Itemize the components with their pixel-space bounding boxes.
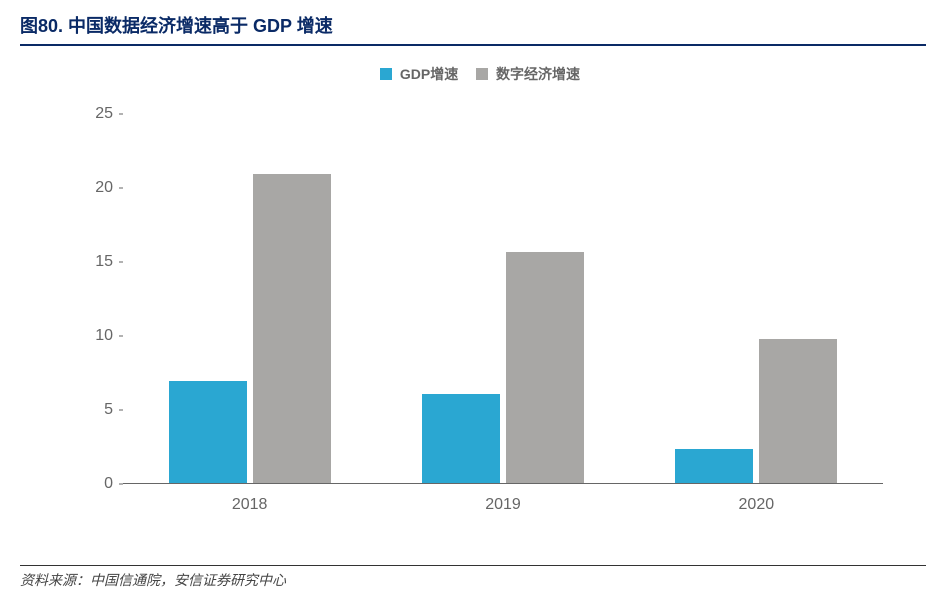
y-tick-label: 10	[43, 327, 113, 345]
y-tick-label: 5	[43, 401, 113, 419]
legend-label-digital: 数字经济增速	[496, 66, 580, 82]
legend-label-gdp: GDP增速	[400, 66, 458, 82]
y-tick-label: 0	[43, 475, 113, 493]
bar-gdp	[422, 394, 500, 483]
plot-area	[123, 114, 883, 484]
y-tick-mark	[119, 484, 123, 485]
y-tick-label: 15	[43, 253, 113, 271]
legend-swatch-gdp	[380, 68, 392, 80]
y-tick-label: 25	[43, 105, 113, 123]
legend-swatch-digital	[476, 68, 488, 80]
bar-digital	[759, 339, 837, 483]
bar-digital	[253, 174, 331, 483]
y-tick-mark	[119, 188, 123, 189]
y-tick-mark	[119, 410, 123, 411]
chart-area: 0 5 10 15 20 25 2018 2019 2020	[43, 104, 903, 524]
x-tick-label: 2018	[232, 496, 268, 514]
bar-digital	[506, 252, 584, 483]
y-tick-mark	[119, 114, 123, 115]
y-tick-mark	[119, 336, 123, 337]
y-tick-label: 20	[43, 179, 113, 197]
chart-legend: GDP增速 数字经济增速	[20, 64, 926, 84]
source-attribution: 资料来源：中国信通院，安信证券研究中心	[20, 565, 926, 590]
figure-container: 图80. 中国数据经济增速高于 GDP 增速 GDP增速 数字经济增速 0 5 10…	[0, 0, 946, 600]
bar-gdp	[675, 449, 753, 483]
x-tick-label: 2020	[739, 496, 775, 514]
y-tick-mark	[119, 262, 123, 263]
figure-title: 图80. 中国数据经济增速高于 GDP 增速	[20, 10, 926, 46]
x-tick-label: 2019	[485, 496, 521, 514]
bar-gdp	[169, 381, 247, 483]
